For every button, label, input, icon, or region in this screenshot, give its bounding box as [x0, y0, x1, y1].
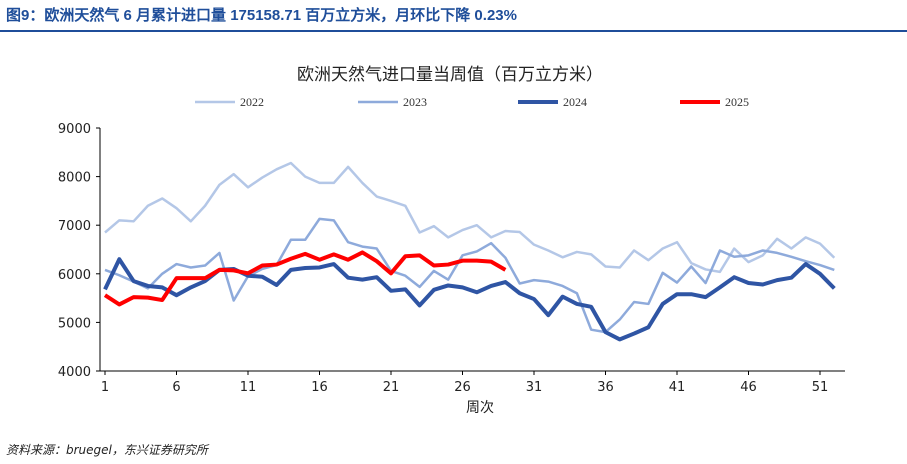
x-tick-label: 36 [597, 380, 614, 395]
x-tick-label: 41 [669, 380, 686, 395]
x-tick-label: 21 [383, 380, 400, 395]
series-line-2023 [104, 217, 835, 334]
y-tick-label: 5000 [58, 316, 91, 331]
y-tick-label: 8000 [58, 171, 91, 186]
x-axis-label: 周次 [466, 400, 494, 416]
figure-title: 图9：欧洲天然气 6 月累计进口量 175158.71 百万立方米，月环比下降 … [6, 7, 517, 24]
x-tick-label: 46 [740, 380, 757, 395]
x-tick-label: 16 [311, 380, 328, 395]
legend-label-2022: 2022 [240, 95, 264, 109]
x-tick-label: 11 [240, 380, 257, 395]
x-tick-label: 26 [454, 380, 471, 395]
y-tick-label: 6000 [58, 268, 91, 283]
x-tick-label: 51 [812, 380, 829, 395]
chart-title: 欧洲天然气进口量当周值（百万立方米） [297, 65, 603, 85]
y-tick-label: 7000 [58, 219, 91, 234]
title-rule [0, 30, 907, 32]
legend-label-2025: 2025 [725, 95, 749, 109]
x-tick-label: 31 [526, 380, 543, 395]
x-tick-label: 6 [172, 380, 180, 395]
x-tick-label: 1 [101, 380, 109, 395]
y-tick-label: 9000 [58, 122, 91, 137]
legend-label-2023: 2023 [403, 95, 427, 109]
legend-label-2024: 2024 [563, 95, 587, 109]
y-tick-label: 4000 [58, 365, 91, 380]
series-line-2022 [104, 161, 836, 274]
source-note: 资料来源：bruegel，东兴证券研究所 [6, 443, 208, 457]
